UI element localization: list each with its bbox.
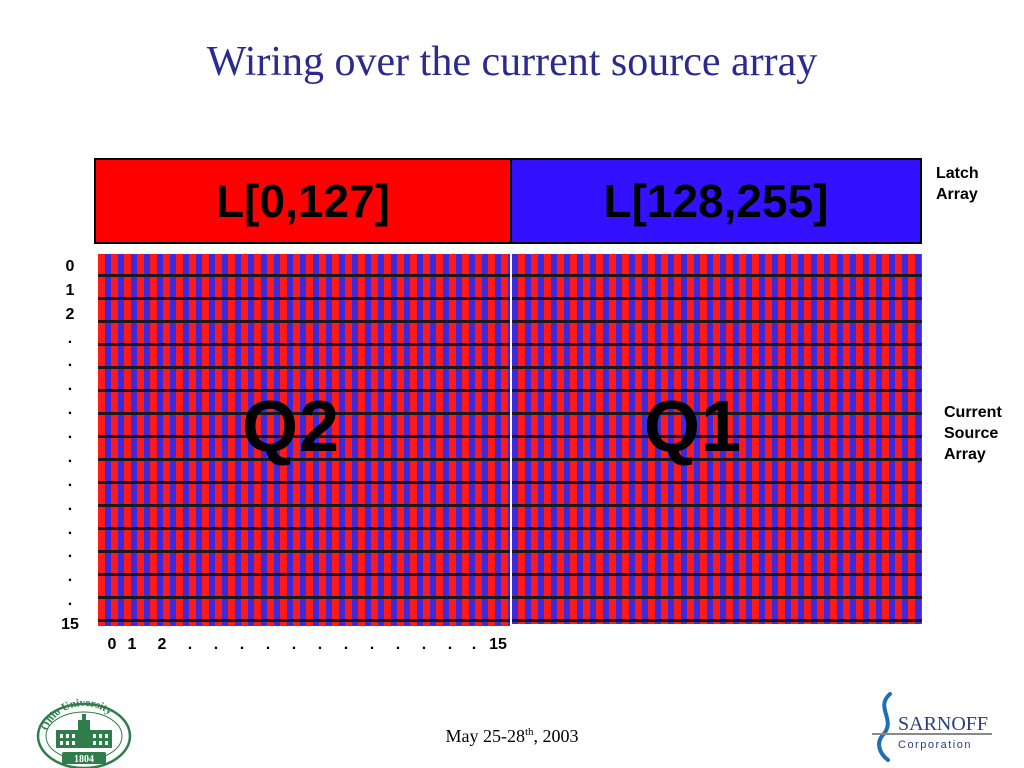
column-axis-label: . [291,636,297,653]
sarnoff-name: SARNOFF [898,713,988,735]
column-axis-label: . [471,636,477,653]
column-axis-label: . [239,636,245,653]
footer-date: May 25-28th, 2003 [0,726,1024,747]
row-axis-label: 0 [65,258,75,275]
row-axis-label: . [67,425,73,443]
column-axis-label: . [317,636,323,653]
latch-array-side-label: Latch Array [936,165,979,203]
footer-date-year: , 2003 [533,726,579,746]
latch-array-right: L[128,255] [510,158,922,244]
row-axis-label: . [67,353,73,371]
column-axis-label: . [187,636,193,653]
row-axis-label: 15 [61,616,79,633]
column-axis-label: 1 [127,636,137,653]
sarnoff-subtitle: Corporation [898,739,972,751]
row-axis-label: . [67,329,73,347]
column-axis-label: . [369,636,375,653]
column-axis-label: . [395,636,401,653]
footer-date-main: May 25-28 [445,726,525,746]
row-axis-label: 1 [65,281,75,299]
current-source-quadrant-q1 [512,254,922,624]
row-axis-label: . [67,472,73,490]
column-axis-label: . [265,636,271,653]
latch-left-label: L[0,127] [216,175,390,227]
quadrant-label-q1: Q1 [644,387,743,467]
row-axis-label: . [67,568,73,586]
row-axis-label: . [67,401,73,419]
column-axis-label: . [447,636,453,653]
row-axis-label: . [67,377,73,395]
row-axis-label: . [67,592,73,610]
ohio-university-logo: Ohio University 1804 [36,697,132,768]
column-axis-label: . [343,636,349,653]
slide-title: Wiring over the current source array [206,39,818,85]
quadrant-label-q2: Q2 [242,387,341,467]
row-axis-label: . [67,448,73,466]
current-source-quadrant-q2 [98,254,510,626]
sarnoff-logo: SARNOFF Corporation [872,692,992,762]
latch-right-label: L[128,255] [603,175,829,227]
column-axis-label: . [421,636,427,653]
column-axis-label: 0 [107,636,117,653]
current-source-array-side-label: Current Source Array [944,404,1002,463]
column-axis-label: . [213,636,219,653]
ohio-university-year: 1804 [74,754,94,765]
column-axis-label: 15 [489,636,507,653]
row-axis-label: 2 [65,305,75,323]
row-axis-label: . [67,544,73,562]
column-axis-label: 2 [157,636,167,653]
row-axis-label: . [67,520,73,538]
row-axis-label: . [67,496,73,514]
latch-array-left: L[0,127] [94,158,512,244]
footer-date-suffix: th [524,726,534,738]
